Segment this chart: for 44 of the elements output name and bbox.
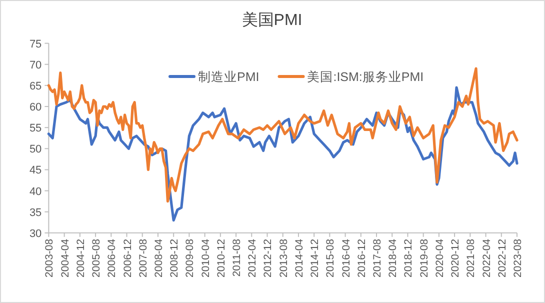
x-tick-label: 2008-12: [168, 238, 181, 278]
x-tick-label: 2006-04: [106, 238, 118, 278]
x-tick-label: 2019-08: [418, 238, 430, 278]
y-tick-label: 45: [29, 164, 42, 177]
x-tick-label: 2010-12: [215, 238, 228, 278]
x-tick-label: 2006-12: [122, 238, 134, 278]
x-tick-label: 2011-08: [231, 238, 244, 277]
legend-label: 美国:ISM:服务业PMI: [307, 69, 424, 84]
x-tick-label: 2005-08: [90, 238, 103, 278]
x-tick-label: 2020-04: [434, 238, 446, 278]
legend-label: 制造业PMI: [198, 70, 260, 84]
x-tick-label: 2017-08: [372, 238, 384, 278]
x-tick-label: 2016-04: [340, 238, 352, 278]
y-tick-label: 70: [29, 59, 42, 72]
x-tick-label: 2022-12: [496, 238, 508, 278]
x-tick-label: 2015-08: [324, 238, 337, 278]
x-tick-label: 2008-04: [152, 238, 165, 278]
x-tick-label: 2018-12: [402, 238, 415, 278]
x-tick-label: 2021-08: [465, 238, 478, 278]
x-tick-label: 2014-12: [309, 238, 322, 278]
x-tick-label: 2020-12: [450, 238, 462, 278]
x-tick-label: 2010-04: [200, 238, 212, 278]
x-tick-label: 2023-08: [512, 238, 524, 278]
y-tick-label: 55: [29, 122, 42, 135]
x-tick-label: 2004-12: [74, 238, 87, 278]
x-tick-label: 2018-04: [387, 238, 400, 278]
x-tick-label: 2012-12: [262, 238, 274, 278]
chart-title: 美国PMI: [242, 11, 302, 29]
y-tick-label: 60: [29, 102, 42, 114]
y-tick-label: 30: [29, 228, 42, 240]
x-tick-label: 2007-08: [137, 238, 150, 278]
y-tick-label: 75: [29, 38, 42, 50]
x-tick-label: 2013-08: [278, 238, 290, 278]
x-tick-label: 2016-12: [356, 238, 368, 278]
x-tick-label: 2009-08: [184, 238, 196, 278]
x-tick-label: 2014-04: [293, 238, 306, 278]
y-tick-label: 50: [29, 144, 42, 156]
x-tick-label: 2012-04: [246, 238, 259, 278]
x-tick-label: 2022-04: [480, 238, 493, 278]
y-tick-label: 65: [29, 80, 42, 92]
y-tick-label: 40: [29, 186, 42, 198]
y-tick-label: 35: [29, 206, 42, 219]
x-tick-label: 2003-08: [44, 238, 56, 278]
x-tick-label: 2004-04: [59, 238, 72, 278]
